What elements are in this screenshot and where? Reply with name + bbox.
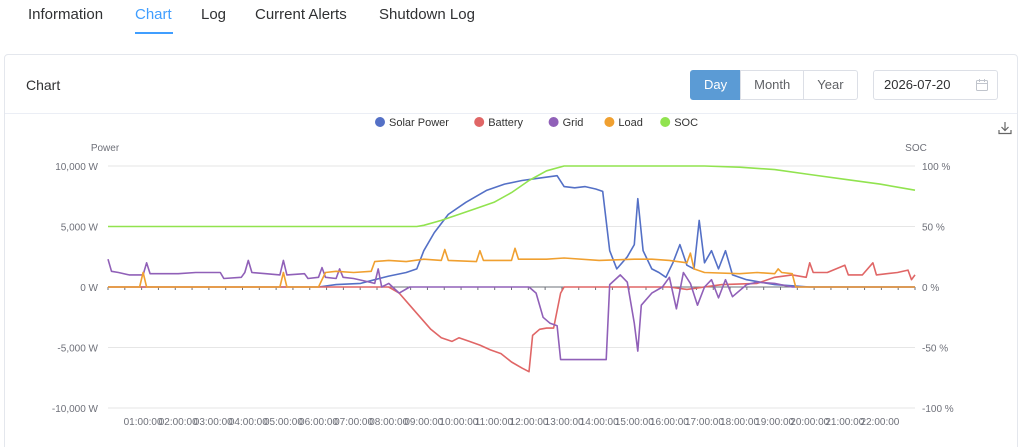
y-tick-label-left: 10,000 W [55, 162, 98, 173]
legend-item: Load [618, 117, 642, 129]
x-tick-label: 01:00:00 [124, 417, 163, 428]
x-tick-label: 14:00:00 [580, 417, 619, 428]
x-tick-label: 15:00:00 [615, 417, 654, 428]
tab-log[interactable]: Log [201, 6, 227, 23]
y-axis-title-right: SOC [905, 143, 927, 154]
x-tick-label: 21:00:00 [825, 417, 864, 428]
x-tick-label: 16:00:00 [650, 417, 689, 428]
legend-marker [375, 117, 385, 127]
period-selector: Day Month Year [690, 70, 858, 100]
y-tick-label-right: -50 % [922, 344, 948, 355]
y-tick-label-right: 100 % [922, 162, 950, 173]
y-tick-label-left: -10,000 W [52, 404, 99, 415]
card-header: Chart Day Month Year [5, 55, 1017, 114]
period-day-button[interactable]: Day [690, 70, 742, 100]
y-tick-label-left: 0 W [80, 283, 98, 294]
x-tick-label: 02:00:00 [159, 417, 198, 428]
legend-item: Battery [488, 117, 523, 129]
legend-item: SOC [674, 117, 698, 129]
x-tick-label: 04:00:00 [229, 417, 268, 428]
active-tab-indicator [135, 32, 173, 34]
tab-information[interactable]: Information [28, 6, 104, 23]
x-tick-label: 19:00:00 [755, 417, 794, 428]
x-tick-label: 22:00:00 [860, 417, 899, 428]
legend-marker [660, 117, 671, 127]
legend-item: Grid [563, 117, 584, 129]
x-tick-label: 06:00:00 [299, 417, 338, 428]
y-tick-label-right: -100 % [922, 404, 954, 415]
x-tick-label: 20:00:00 [790, 417, 829, 428]
x-tick-label: 09:00:00 [404, 417, 443, 428]
x-tick-label: 13:00:00 [545, 417, 584, 428]
y-tick-label-left: -5,000 W [57, 344, 98, 355]
legend-item: Solar Power [389, 117, 449, 129]
chart-canvas: Solar Power Battery Grid Load SOC Power SOC 10,… [52, 117, 954, 428]
x-tick-label: 11:00:00 [475, 417, 514, 428]
x-tick-label: 10:00:00 [439, 417, 478, 428]
tab-shutdown-log[interactable]: Shutdown Log [379, 6, 475, 23]
date-input[interactable] [884, 77, 966, 92]
x-tick-label: 07:00:00 [334, 417, 373, 428]
series-line [108, 165, 916, 228]
legend-marker [474, 117, 485, 127]
period-month-button[interactable]: Month [740, 70, 805, 100]
series-line [108, 262, 916, 373]
y-tick-label-left: 5,000 W [61, 223, 99, 234]
y-tick-label-right: 0 % [922, 283, 939, 294]
y-tick-label-right: 50 % [922, 223, 945, 234]
tab-chart[interactable]: Chart [135, 6, 172, 23]
y-axis-title-left: Power [91, 143, 120, 154]
power-chart: Solar Power Battery Grid Load SOC Power SOC 10,… [0, 112, 1024, 447]
x-tick-label: 17:00:00 [685, 417, 724, 428]
legend-marker [548, 117, 559, 127]
tab-bar: Information Chart Log Current Alerts Shu… [0, 0, 1024, 36]
series-line [108, 174, 915, 288]
legend-marker [604, 117, 615, 127]
x-tick-label: 03:00:00 [194, 417, 233, 428]
x-tick-label: 05:00:00 [264, 417, 303, 428]
series-line [107, 258, 915, 361]
calendar-icon[interactable] [976, 79, 988, 91]
series-line [108, 247, 915, 288]
x-tick-label: 12:00:00 [510, 417, 549, 428]
x-tick-label: 18:00:00 [720, 417, 759, 428]
date-picker[interactable] [873, 70, 998, 100]
chart-card: Chart Day Month Year [4, 54, 1018, 447]
download-icon[interactable] [997, 120, 1013, 136]
tab-current-alerts[interactable]: Current Alerts [255, 6, 347, 23]
period-year-button[interactable]: Year [803, 70, 858, 100]
card-title: Chart [26, 77, 61, 93]
x-tick-label: 08:00:00 [369, 417, 408, 428]
